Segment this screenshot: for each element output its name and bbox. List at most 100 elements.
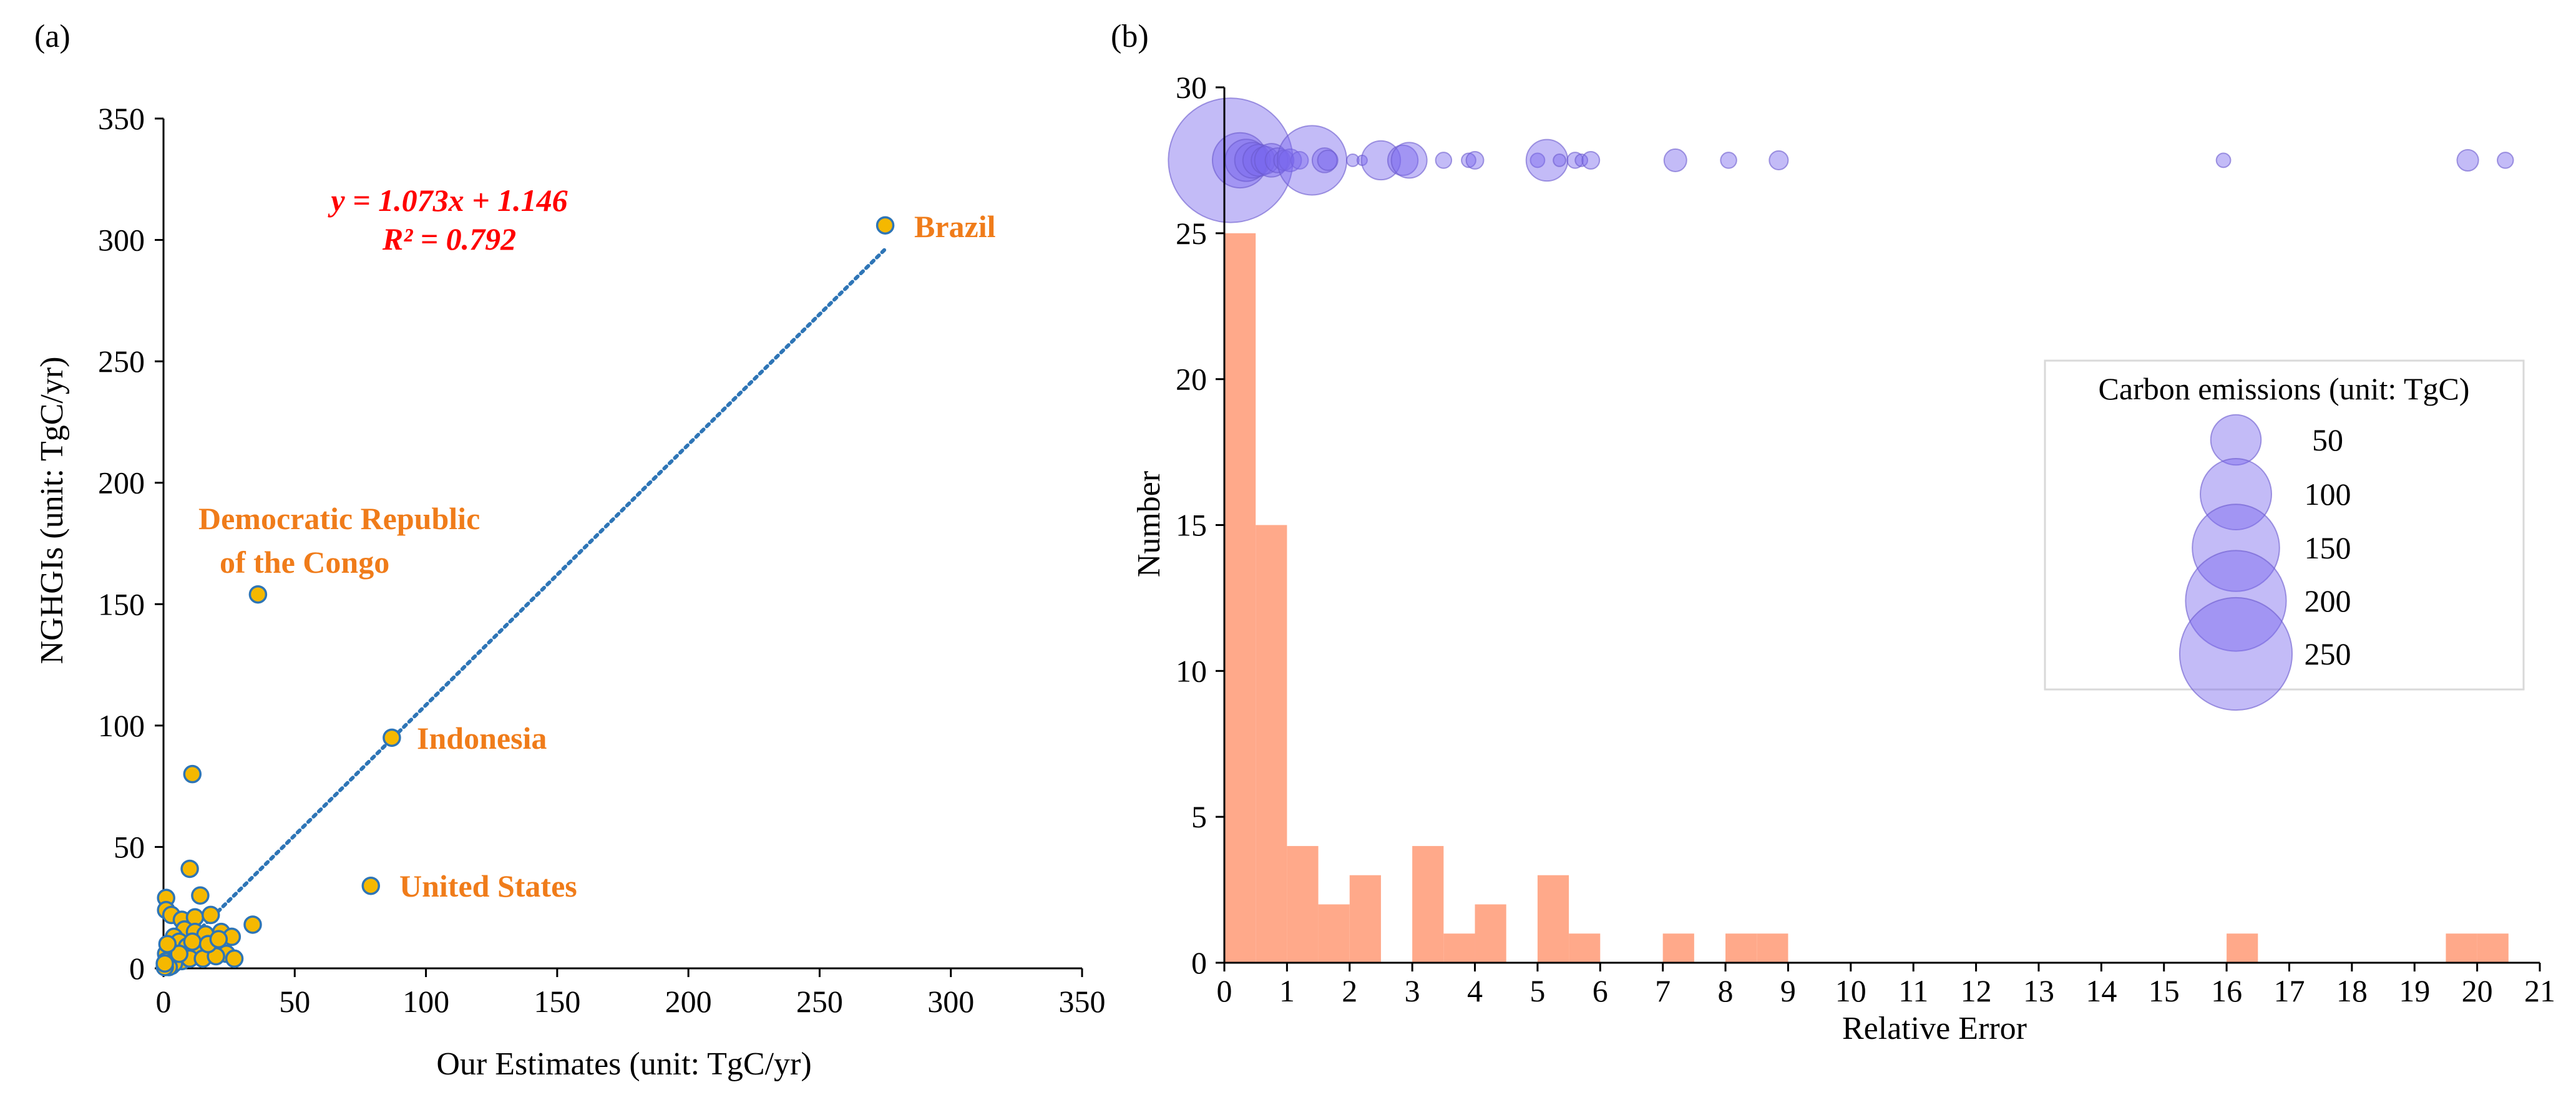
panel-b-y-tick-label: 20 xyxy=(1176,362,1207,397)
panel-b-x-tick-label: 11 xyxy=(1898,973,1928,1008)
panel-b-y-tick-label: 10 xyxy=(1176,653,1207,688)
panel-a-axes: 0 50 100 150 200 250 300 350 0 50 100 150 200 250 300 3… xyxy=(98,101,1106,1019)
histogram-bar xyxy=(2477,933,2509,963)
panel-b-x-tick-label: 3 xyxy=(1405,973,1420,1008)
panel-b-x-tick-label: 7 xyxy=(1655,973,1671,1008)
annotation-label: United States xyxy=(399,869,577,903)
panel-a-x-tick-label: 100 xyxy=(402,984,449,1019)
emission-bubble xyxy=(1278,148,1302,172)
panel-b-x-tick-label: 12 xyxy=(1961,973,1992,1008)
histogram-bar xyxy=(1725,933,1757,963)
histogram-bar xyxy=(1662,933,1694,963)
emission-bubble xyxy=(1254,143,1289,178)
emission-bubble xyxy=(1317,149,1339,172)
annotation-label: Democratic Republic xyxy=(198,501,480,536)
histogram-bar xyxy=(1757,933,1788,963)
panel-a-x-tick-label: 350 xyxy=(1059,984,1106,1019)
panel-a-points xyxy=(155,216,895,976)
emission-bubble xyxy=(1311,147,1338,173)
panel-a-y-tick-label: 350 xyxy=(98,101,145,136)
emission-bubble xyxy=(1168,97,1294,223)
panel-a-x-tick-label: 300 xyxy=(927,984,974,1019)
panel-a-y-tick-label: 150 xyxy=(98,587,145,621)
panel-b-x-tick-label: 14 xyxy=(2086,973,2117,1008)
panel-b-y-tick-label: 15 xyxy=(1176,508,1207,543)
panel-a-x-axis-label: Our Estimates (unit: TgC/yr) xyxy=(436,1046,811,1082)
scatter-point xyxy=(170,944,188,963)
legend-entry-label: 250 xyxy=(2305,636,2351,671)
histogram-bar xyxy=(1443,933,1475,963)
panel-b-x-tick-label: 6 xyxy=(1593,973,1608,1008)
legend-bubble xyxy=(2210,414,2262,466)
scatter-point xyxy=(201,905,220,925)
emission-bubble xyxy=(1574,153,1589,167)
panel-b-label: (b) xyxy=(1111,19,1149,54)
panel-b-y-axis-label: Number xyxy=(1131,471,1167,577)
panel-b-x-tick-label: 4 xyxy=(1467,973,1483,1008)
panel-b-x-axis-label: Relative Error xyxy=(1842,1011,2027,1046)
panel-b-bubbles xyxy=(1168,97,2514,223)
panel-a-x-tick-label: 200 xyxy=(665,984,712,1019)
scatter-point xyxy=(225,949,244,968)
emission-bubble xyxy=(2215,152,2232,168)
bubble-legend: Carbon emissions (unit: TgC) 50 100 150 200… xyxy=(2044,359,2525,711)
histogram-bar xyxy=(1287,845,1319,963)
histogram-bar xyxy=(1475,904,1506,963)
histogram-bar xyxy=(1537,875,1569,963)
legend-bubble xyxy=(2200,458,2272,530)
scatter-point xyxy=(248,585,268,604)
panel-a-y-tick-label: 50 xyxy=(114,829,145,864)
legend-bubble xyxy=(2178,596,2293,711)
panel-b-x-tick-label: 5 xyxy=(1530,973,1545,1008)
panel-a-x-tick-label: 150 xyxy=(534,984,580,1019)
emission-bubble xyxy=(1720,152,1737,169)
scatter-point xyxy=(361,876,381,895)
emission-bubble xyxy=(2497,152,2514,169)
emission-bubble xyxy=(2456,148,2479,172)
legend-bubble xyxy=(2185,550,2287,652)
histogram-bar xyxy=(2446,933,2477,963)
scatter-point xyxy=(876,216,895,235)
trendline xyxy=(173,247,887,956)
scatter-point xyxy=(155,954,174,973)
panel-b-y-tick-label: 5 xyxy=(1191,799,1207,834)
panel-b-y-tick-label: 0 xyxy=(1191,945,1207,980)
panel-b-x-tick-label: 0 xyxy=(1217,973,1232,1008)
panel-b-x-tick-label: 19 xyxy=(2399,973,2430,1008)
emission-bubble xyxy=(1435,152,1453,169)
scatter-point xyxy=(183,764,202,784)
regression-equation: y = 1.073x + 1.146 xyxy=(328,183,567,218)
panel-a-label: (a) xyxy=(34,19,71,54)
emission-bubble xyxy=(1387,144,1419,177)
emission-bubble xyxy=(1242,144,1276,177)
panel-a-y-axis-label: NGHGIs (unit: TgC/yr) xyxy=(34,356,70,664)
panel-b-x-tick-label: 20 xyxy=(2462,973,2493,1008)
legend-entry-label: 150 xyxy=(2305,530,2351,565)
emission-bubble xyxy=(1465,150,1485,170)
panel-a-y-tick-label: 300 xyxy=(98,223,145,258)
histogram-bar xyxy=(1224,233,1256,963)
panel-b-histogram: (b) 0 1 2 3 4 5 6 7 8 9 10 11 12 13 14 15 16 17 18 19 20 2105… xyxy=(1111,19,2555,1046)
emission-bubble xyxy=(1663,148,1687,172)
emission-bubble xyxy=(1553,153,1566,167)
panel-a-y-tick-label: 200 xyxy=(98,465,145,500)
histogram-bar xyxy=(1412,845,1444,963)
panel-b-x-tick-label: 21 xyxy=(2524,973,2555,1008)
r-squared-label: R² = 0.792 xyxy=(382,221,516,256)
histogram-bar xyxy=(1318,904,1350,963)
histogram-bar xyxy=(1569,933,1601,963)
panel-b-x-tick-label: 16 xyxy=(2211,973,2242,1008)
emission-bubble xyxy=(1530,152,1546,168)
panel-b-y-tick-label: 30 xyxy=(1176,70,1207,105)
scatter-point xyxy=(180,859,199,879)
panel-a-annotations: Brazil Democratic Republic of the Congo Ind… xyxy=(198,209,996,903)
panel-b-x-tick-label: 15 xyxy=(2149,973,2180,1008)
legend-entry-label: 100 xyxy=(2305,477,2351,512)
histogram-bar xyxy=(1256,525,1287,963)
panel-b-x-tick-label: 1 xyxy=(1279,973,1295,1008)
panel-a-x-tick-label: 50 xyxy=(279,984,310,1019)
legend-entry-label: 50 xyxy=(2312,422,2343,457)
annotation-label: Brazil xyxy=(914,209,996,244)
panel-a-fit-line xyxy=(173,247,887,956)
